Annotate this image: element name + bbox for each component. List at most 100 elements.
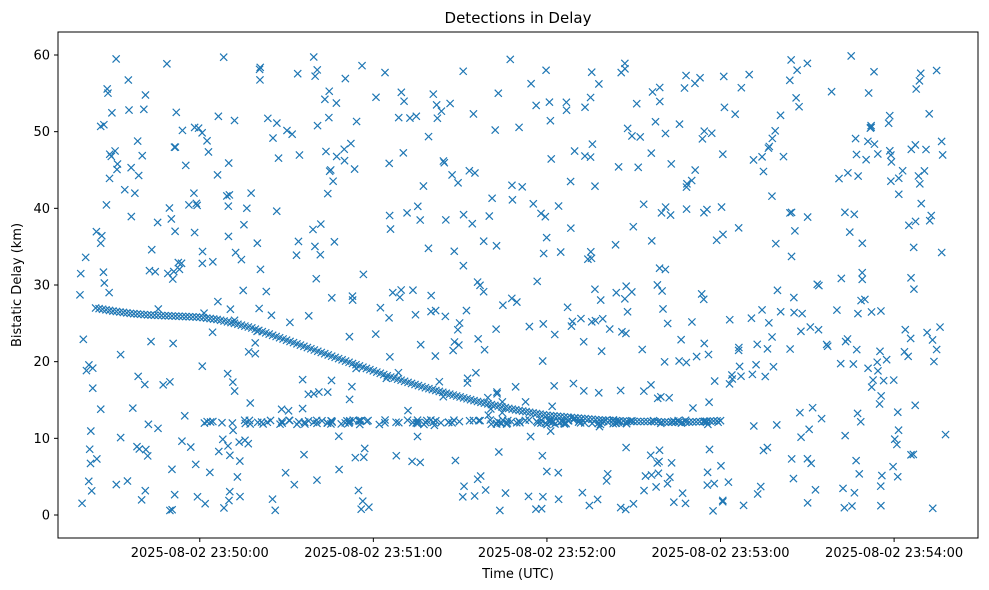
data-point — [646, 451, 655, 460]
data-point — [904, 352, 913, 361]
data-point — [416, 458, 425, 467]
data-point — [486, 404, 495, 413]
data-point — [75, 290, 85, 299]
data-point — [416, 216, 425, 225]
data-point — [84, 477, 93, 486]
data-point — [491, 126, 500, 135]
data-point — [359, 453, 368, 462]
data-point — [357, 505, 366, 514]
data-point — [832, 306, 841, 315]
data-point — [567, 322, 576, 331]
data-point — [96, 405, 105, 414]
data-point — [246, 398, 255, 408]
data-point — [300, 419, 309, 428]
data-point — [536, 209, 546, 218]
data-point — [665, 473, 674, 482]
data-point — [381, 415, 390, 425]
data-point — [184, 200, 193, 209]
data-point — [140, 380, 149, 389]
data-point — [654, 469, 663, 478]
data-point — [127, 212, 136, 221]
data-point — [292, 251, 301, 260]
data-point — [193, 201, 202, 210]
data-point — [465, 166, 474, 175]
data-point — [851, 134, 860, 143]
data-point — [298, 404, 307, 413]
data-point — [588, 419, 597, 428]
data-point — [932, 66, 941, 75]
data-point — [803, 213, 812, 222]
data-point — [508, 195, 517, 204]
data-point — [111, 146, 120, 155]
data-point — [736, 372, 746, 381]
data-point — [836, 359, 845, 368]
data-point — [188, 312, 197, 321]
data-point — [605, 324, 614, 334]
data-point — [876, 482, 885, 491]
data-point — [785, 208, 794, 217]
data-point — [639, 200, 648, 209]
data-point — [906, 273, 916, 282]
data-point — [424, 132, 433, 141]
data-point — [524, 492, 533, 501]
data-point — [403, 416, 412, 425]
data-point — [123, 477, 132, 486]
data-point — [453, 325, 462, 334]
data-point — [937, 248, 946, 257]
data-point — [803, 454, 812, 463]
data-point — [177, 437, 186, 446]
data-point — [285, 416, 294, 425]
data-point — [569, 379, 578, 388]
data-point — [88, 364, 97, 373]
data-point — [191, 460, 200, 469]
data-point — [164, 311, 173, 320]
x-tick-label: 2025-08-02 23:53:00 — [651, 546, 789, 561]
data-point — [235, 438, 244, 447]
data-point — [909, 450, 918, 459]
data-point — [864, 89, 873, 98]
data-point — [705, 445, 714, 454]
data-point — [128, 404, 137, 413]
data-point — [426, 416, 435, 425]
data-point — [198, 128, 207, 137]
data-point — [864, 364, 873, 373]
data-point — [710, 479, 719, 488]
data-point — [225, 487, 234, 496]
data-point — [845, 228, 854, 237]
data-point — [202, 314, 211, 323]
data-point — [439, 392, 448, 401]
data-point — [138, 151, 147, 160]
data-point — [763, 344, 772, 353]
data-point — [494, 89, 503, 98]
data-point — [167, 214, 176, 223]
data-point — [911, 217, 920, 226]
data-point — [99, 268, 108, 277]
data-point — [681, 416, 690, 425]
data-point — [208, 417, 217, 426]
data-point — [622, 443, 631, 452]
data-point — [345, 395, 354, 404]
data-point — [640, 417, 649, 426]
data-point — [340, 156, 349, 165]
data-point — [796, 327, 805, 336]
data-point — [323, 418, 332, 427]
data-point — [556, 248, 565, 257]
data-point — [247, 189, 256, 198]
data-point — [441, 215, 450, 224]
data-point — [274, 154, 283, 163]
data-point — [867, 121, 876, 130]
data-point — [408, 418, 417, 427]
data-point — [779, 152, 788, 161]
data-point — [927, 211, 936, 220]
data-point — [586, 93, 595, 102]
data-point — [431, 306, 440, 315]
data-point — [852, 345, 861, 354]
data-point — [655, 97, 664, 106]
data-point — [579, 386, 588, 395]
data-point — [340, 145, 349, 154]
data-point — [538, 492, 547, 501]
data-point — [413, 202, 422, 211]
data-point — [313, 121, 322, 130]
data-point — [224, 159, 233, 168]
data-point — [364, 416, 373, 425]
